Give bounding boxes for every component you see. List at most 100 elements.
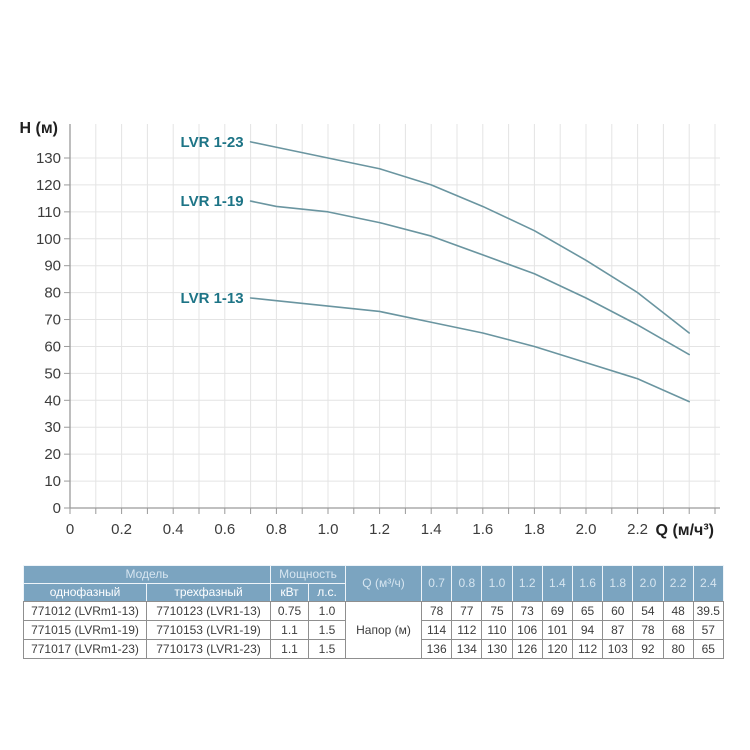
q-value-header: 1.2 xyxy=(511,565,543,602)
q-value-header: 1.6 xyxy=(571,565,604,602)
head-value-cell: 78 xyxy=(632,620,664,640)
model-three-phase-cell: 7710173 (LVR1-23) xyxy=(145,639,272,659)
head-value-cell: 65 xyxy=(571,601,604,621)
head-value-cell: 126 xyxy=(511,639,543,659)
model-single-phase-cell: 771017 (LVRm1-23) xyxy=(23,639,147,659)
power-kw-cell: 1.1 xyxy=(270,639,310,659)
q-value-header: 0.8 xyxy=(451,565,483,602)
head-value-cell: 60 xyxy=(602,601,634,621)
head-value-cell: 101 xyxy=(541,620,573,640)
y-tick-label: 90 xyxy=(44,258,61,275)
q-value-header: 1.8 xyxy=(602,565,634,602)
curve-lvr-1-13 xyxy=(249,297,691,403)
x-tick-label: 1.8 xyxy=(524,521,545,538)
table-row: 771015 (LVRm1-19) 7710153 (LVR1-19) 1.1 1.5… xyxy=(23,620,724,640)
table-row: 771012 (LVRm1-13) 7710123 (LVR1-13) 0.75 1.… xyxy=(23,601,724,659)
head-value-cell: 114 xyxy=(421,620,453,640)
head-value-cell: 130 xyxy=(481,639,513,659)
y-tick-label: 20 xyxy=(44,446,61,463)
head-value-cell: 92 xyxy=(632,639,664,659)
table-body: 771012 (LVRm1-13) 7710123 (LVR1-13) 0.75 1.… xyxy=(23,601,724,659)
x-tick-label: 0.4 xyxy=(163,521,184,538)
head-value-cell: 39.5 xyxy=(692,601,724,621)
model-single-phase-cell: 771012 (LVRm1-13) xyxy=(23,601,147,621)
head-value-cell: 69 xyxy=(541,601,573,621)
y-tick-label: 0 xyxy=(53,500,61,517)
x-tick-label: 1.0 xyxy=(318,521,339,538)
head-value-cell: 57 xyxy=(692,620,724,640)
power-group-header: Мощность xyxy=(270,565,347,584)
y-tick-label: 60 xyxy=(44,338,61,355)
x-tick-label: 0 xyxy=(66,521,74,538)
y-tick-label: 70 xyxy=(44,312,61,329)
model-three-phase-cell: 7710123 (LVR1-13) xyxy=(145,601,272,621)
x-tick-label: 2.0 xyxy=(576,521,597,538)
pump-spec-table: Модель Мощность Q (м³/ч) 0.7 0.8 1.0 1.2 1.4… xyxy=(22,565,724,659)
power-kw-header: кВт xyxy=(270,583,310,602)
table-header: Модель Мощность Q (м³/ч) 0.7 0.8 1.0 1.2 1.4… xyxy=(22,565,724,602)
head-value-cell: 136 xyxy=(421,639,453,659)
q-value-header: 2.0 xyxy=(632,565,664,602)
power-hp-header: л.с. xyxy=(308,583,347,602)
head-value-cell: 75 xyxy=(481,601,513,621)
y-tick-label: 100 xyxy=(36,231,61,248)
head-value-cell: 77 xyxy=(451,601,483,621)
head-value-cell: 65 xyxy=(692,639,724,659)
x-tick-label: 1.2 xyxy=(369,521,390,538)
x-tick-label: 0.8 xyxy=(266,521,287,538)
y-tick-label: 40 xyxy=(44,392,61,409)
head-value-cell: 134 xyxy=(451,639,483,659)
power-hp-cell: 1.5 xyxy=(308,639,347,659)
power-kw-cell: 1.1 xyxy=(270,620,310,640)
model-three-phase-cell: 7710153 (LVR1-19) xyxy=(145,620,272,640)
head-value-cell: 68 xyxy=(662,620,694,640)
head-value-cell: 87 xyxy=(602,620,634,640)
q-units-header: Q (м³/ч) xyxy=(345,565,423,602)
model-single-phase-cell: 771015 (LVRm1-19) xyxy=(23,620,147,640)
head-value-cell: 110 xyxy=(481,620,513,640)
q-value-header: 1.4 xyxy=(541,565,573,602)
y-axis-title: H (м) xyxy=(20,120,59,137)
x-tick-label: 1.4 xyxy=(421,521,442,538)
head-value-cell: 94 xyxy=(571,620,604,640)
table-header-row-groups: Модель Мощность Q (м³/ч) 0.7 0.8 1.0 1.2 1.4… xyxy=(22,565,724,602)
power-kw-cell: 0.75 xyxy=(270,601,310,621)
y-tick-label: 80 xyxy=(44,285,61,302)
head-value-cell: 103 xyxy=(602,639,634,659)
head-value-cell: 80 xyxy=(662,639,694,659)
y-tick-label: 130 xyxy=(36,150,61,167)
x-tick-label: 0.6 xyxy=(214,521,235,538)
power-hp-cell: 1.5 xyxy=(308,620,347,640)
y-tick-label: 110 xyxy=(37,204,61,221)
y-tick-label: 120 xyxy=(36,177,61,194)
q-value-header: 0.7 xyxy=(421,565,453,602)
head-value-cell: 120 xyxy=(541,639,573,659)
x-tick-label: 2.2 xyxy=(627,521,648,538)
curve-label-lvr-1-23: LVR 1-23 xyxy=(181,134,244,151)
x-tick-label: 0.2 xyxy=(111,521,132,538)
curve-lvr-1-19 xyxy=(249,200,691,356)
head-row-label-cell: Напор (м) xyxy=(345,601,423,659)
q-value-header: 2.2 xyxy=(662,565,694,602)
three-phase-header: трехфазный xyxy=(145,583,272,602)
pump-curves-chart: 0 0.2 0.4 0.6 0.8 1.0 1.2 1.4 1.6 1.8 2.0 2.2 0 10 20 3… xyxy=(20,120,720,539)
q-value-header: 1.0 xyxy=(481,565,513,602)
y-tick-label: 50 xyxy=(44,365,61,382)
head-value-cell: 73 xyxy=(511,601,543,621)
y-tick-label: 10 xyxy=(44,473,61,490)
curve-label-lvr-1-13: LVR 1-13 xyxy=(181,290,244,307)
curve-lvr-1-23 xyxy=(249,141,691,334)
curve-label-lvr-1-19: LVR 1-19 xyxy=(181,193,244,210)
table-row: 771017 (LVRm1-23) 7710173 (LVR1-23) 1.1 1.5… xyxy=(23,639,724,659)
power-hp-cell: 1.0 xyxy=(308,601,347,621)
head-value-cell: 78 xyxy=(421,601,453,621)
x-tick-label: 1.6 xyxy=(472,521,493,538)
head-value-cell: 112 xyxy=(451,620,483,640)
head-value-cell: 106 xyxy=(511,620,543,640)
model-group-header: Модель xyxy=(22,565,272,584)
head-value-cell: 48 xyxy=(662,601,694,621)
q-value-header: 2.4 xyxy=(692,565,724,602)
head-value-cell: 54 xyxy=(632,601,664,621)
single-phase-header: однофазный xyxy=(23,583,147,602)
